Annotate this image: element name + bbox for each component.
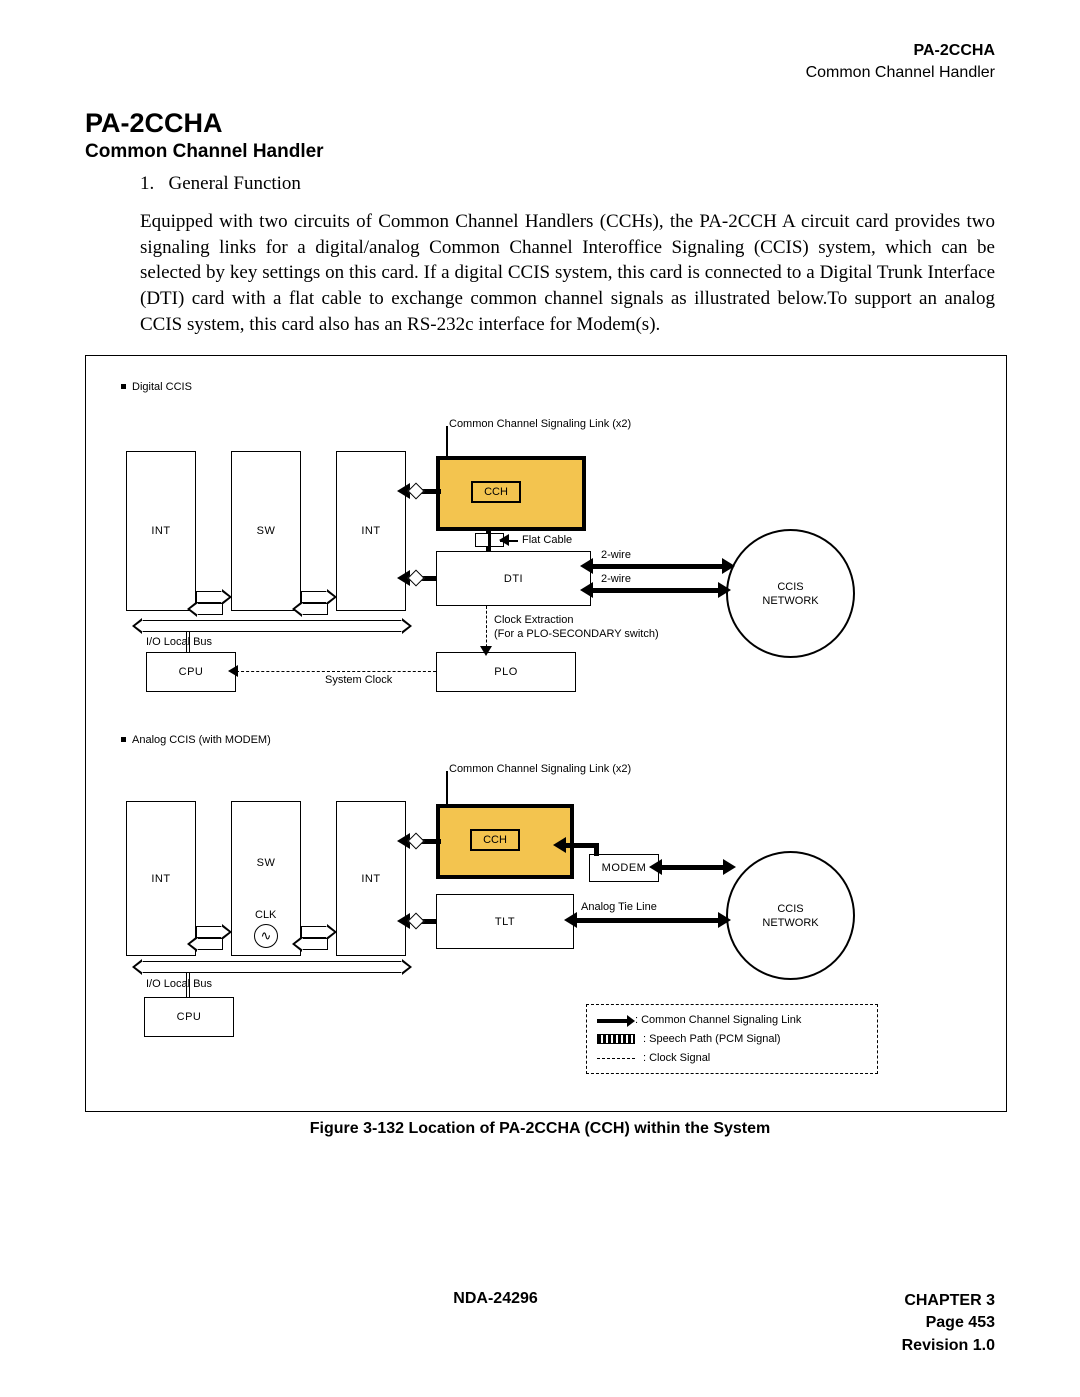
speech-l2 xyxy=(301,603,328,615)
legend-speech-icon xyxy=(597,1034,635,1044)
leader-ccsl-1 xyxy=(446,426,448,456)
title-sub: Common Channel Handler xyxy=(85,141,995,163)
node-sw-2-text: SW xyxy=(257,857,276,869)
legend-box: : Common Channel Signaling Link : Speech… xyxy=(586,1004,878,1074)
legend-dash-icon xyxy=(597,1058,635,1059)
arrow-sysclock xyxy=(228,665,238,677)
arrow-2wire-a-r xyxy=(722,558,735,574)
line-2wire-b xyxy=(591,588,722,593)
label-ccsl-2: Common Channel Signaling Link (x2) xyxy=(449,763,631,775)
line-cch-modem-a xyxy=(562,843,594,848)
speech-r2 xyxy=(301,591,328,603)
legend-solid: : Common Channel Signaling Link xyxy=(597,1011,867,1030)
label-sysclock: System Clock xyxy=(325,674,392,686)
section-head-text: General Function xyxy=(169,173,301,194)
label-digital-ccis: Digital CCIS xyxy=(121,381,192,393)
label-analog-tie: Analog Tie Line xyxy=(581,901,657,913)
speech-l3 xyxy=(196,938,223,950)
arrow-tie-l xyxy=(564,912,577,928)
page-footer: NDA-24296 CHAPTER 3 Page 453 Revision 1.… xyxy=(85,1290,995,1357)
speech-l4 xyxy=(301,938,328,950)
leader-ccsl-2 xyxy=(446,771,448,804)
label-clk: CLK xyxy=(255,909,276,921)
header-code: PA-2CCHA xyxy=(85,40,995,62)
arrow-modem-ccis-l xyxy=(649,859,662,875)
legend-dash: : Clock Signal xyxy=(597,1049,867,1068)
node-int-2b: INT xyxy=(336,801,406,956)
figure-caption: Figure 3-132 Location of PA-2CCHA (CCH) … xyxy=(85,1120,995,1138)
figure-frame: Digital CCIS INT SW INT CCH DTI PLO CPU … xyxy=(85,355,1007,1112)
legend-solid-text: : Common Channel Signaling Link xyxy=(635,1011,801,1030)
speech-r1 xyxy=(196,591,223,603)
node-int-2a: INT xyxy=(126,801,196,956)
label-2wire-a: 2-wire xyxy=(601,549,631,561)
speech-r4 xyxy=(301,926,328,938)
node-dti: DTI xyxy=(436,551,591,606)
arrow-2wire-a-l xyxy=(580,558,593,574)
legend-speech-text: : Speech Path (PCM Signal) xyxy=(643,1030,781,1049)
diamond-1 xyxy=(408,483,425,500)
sq-flat-1 xyxy=(475,533,489,547)
node-int-1a: INT xyxy=(126,451,196,611)
dash-sysclock xyxy=(236,671,436,672)
node-ccis-network-1: CCIS NETWORK xyxy=(726,529,855,658)
footer-right: CHAPTER 3 Page 453 Revision 1.0 xyxy=(902,1290,995,1357)
footer-page: Page 453 xyxy=(902,1312,995,1334)
speech-r3 xyxy=(196,926,223,938)
label-iobus-2: I/O Local Bus xyxy=(146,978,212,990)
label-2wire-b: 2-wire xyxy=(601,573,631,585)
title-block: PA-2CCHA Common Channel Handler xyxy=(85,108,995,163)
arrow-modem-ccis-r xyxy=(723,859,736,875)
node-cpu-1: CPU xyxy=(146,652,236,692)
arrow-flatleader xyxy=(499,534,509,546)
iobus-h-2b xyxy=(141,961,403,973)
line-modem-ccis xyxy=(659,865,727,870)
line-2wire-a xyxy=(591,564,726,569)
node-cch-1: CCH xyxy=(471,481,521,503)
running-header: PA-2CCHA Common Channel Handler xyxy=(85,40,995,83)
arrow-clkext-d xyxy=(480,646,492,656)
node-sw-1: SW xyxy=(231,451,301,611)
diamond-2 xyxy=(408,570,425,587)
label-ccsl-1: Common Channel Signaling Link (x2) xyxy=(449,418,631,430)
arrow-2wire-b-l xyxy=(580,582,593,598)
diamond-3 xyxy=(408,833,425,850)
node-plo: PLO xyxy=(436,652,576,692)
label-analog-ccis: Analog CCIS (with MODEM) xyxy=(121,734,271,746)
arrow-2wire-b-r xyxy=(718,582,731,598)
node-int-1b: INT xyxy=(336,451,406,611)
line-analog-tie xyxy=(574,918,722,923)
legend-solid-icon xyxy=(597,1019,627,1023)
diamond-4 xyxy=(408,913,425,930)
label-iobus-1: I/O Local Bus xyxy=(146,636,212,648)
footer-doc: NDA-24296 xyxy=(89,1290,901,1357)
section-heading: 1. General Function xyxy=(140,173,995,195)
footer-chapter: CHAPTER 3 xyxy=(902,1290,995,1312)
legend-dash-text: : Clock Signal xyxy=(643,1049,710,1068)
label-clkext: Clock Extraction xyxy=(494,614,573,626)
label-clkext-sub: (For a PLO-SECONDARY switch) xyxy=(494,628,659,640)
page: PA-2CCHA Common Channel Handler PA-2CCHA… xyxy=(0,0,1080,1397)
title-main: PA-2CCHA xyxy=(85,108,995,139)
arrow-cch-modem-l xyxy=(553,837,566,853)
label-flat-cable: Flat Cable xyxy=(522,534,572,546)
node-tlt: TLT xyxy=(436,894,574,949)
arrow-tie-r xyxy=(718,912,731,928)
node-ccis-network-2: CCIS NETWORK xyxy=(726,851,855,980)
line-cch-modem-v xyxy=(594,843,599,856)
footer-revision: Revision 1.0 xyxy=(902,1335,995,1357)
node-cch-2: CCH xyxy=(470,829,520,851)
node-cpu-2: CPU xyxy=(144,997,234,1037)
legend-speech: : Speech Path (PCM Signal) xyxy=(597,1030,867,1049)
header-name: Common Channel Handler xyxy=(85,62,995,84)
section-paragraph: Equipped with two circuits of Common Cha… xyxy=(140,209,995,337)
speech-l1 xyxy=(196,603,223,615)
iobus-h-1b xyxy=(141,620,403,632)
section-num: 1. xyxy=(140,173,154,194)
